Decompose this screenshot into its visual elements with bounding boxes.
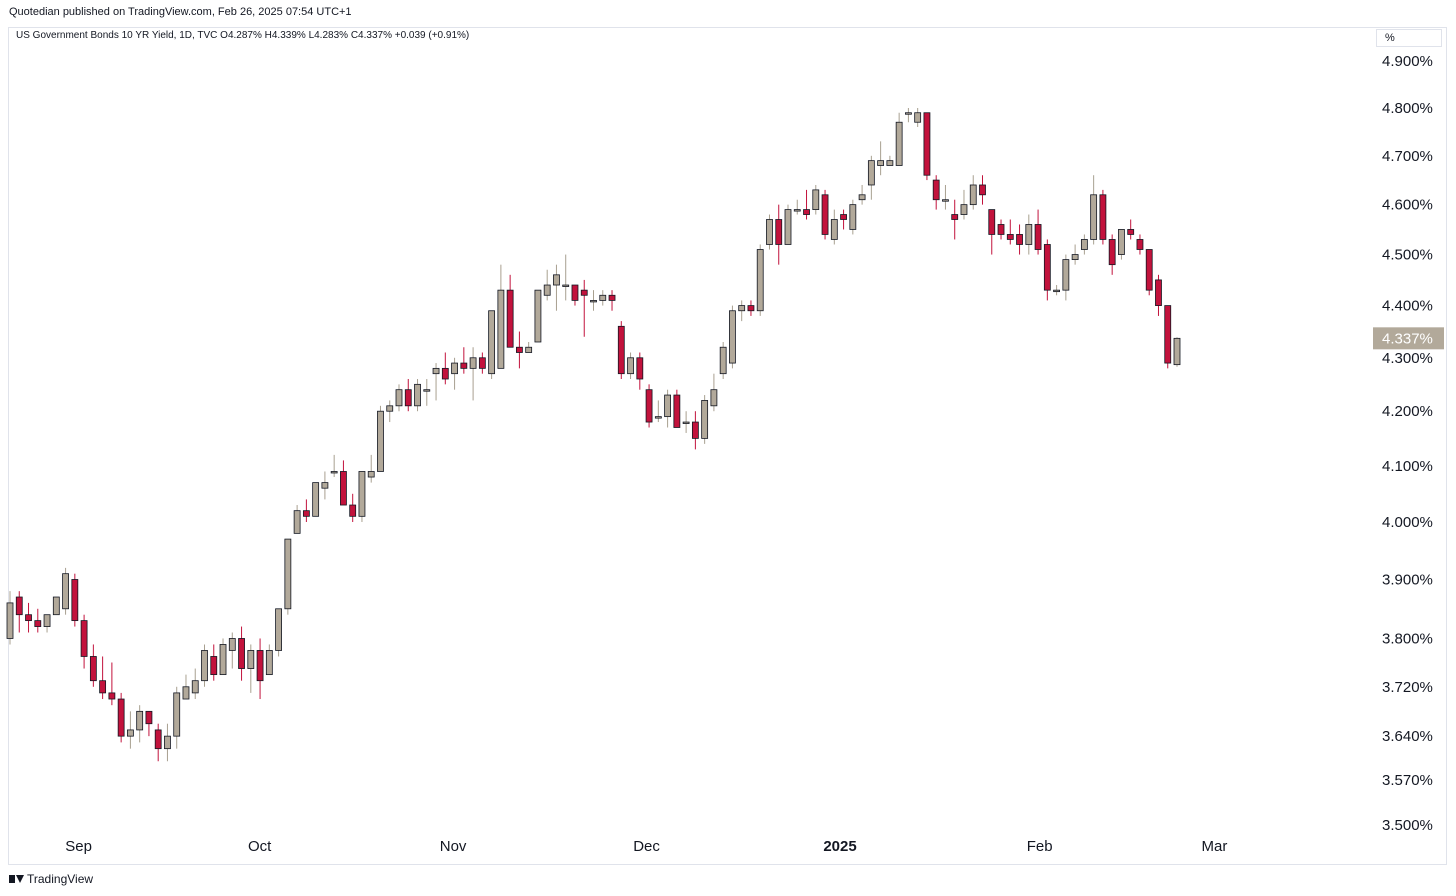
footer-brand-label: TradingView <box>27 872 94 886</box>
publisher-line: Quotedian published on TradingView.com, … <box>9 6 352 18</box>
chart-frame <box>8 27 1447 865</box>
price-scale-unit-button[interactable]: % <box>1376 29 1442 47</box>
footer-brand[interactable]: TradingView <box>9 872 93 886</box>
tradingview-logo-icon <box>9 874 24 884</box>
symbol-legend[interactable]: US Government Bonds 10 YR Yield, 1D, TVC… <box>16 30 470 41</box>
